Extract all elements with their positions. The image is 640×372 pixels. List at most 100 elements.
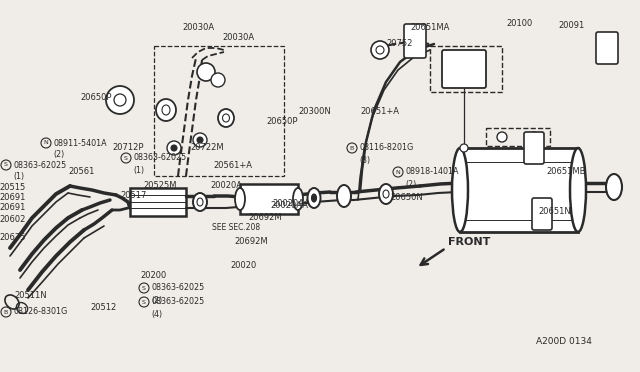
- Circle shape: [530, 138, 538, 146]
- FancyBboxPatch shape: [532, 198, 552, 230]
- Text: 08363-62025: 08363-62025: [151, 283, 204, 292]
- Circle shape: [529, 132, 539, 142]
- Circle shape: [603, 40, 611, 48]
- Text: 20602: 20602: [0, 215, 26, 224]
- Text: (4): (4): [151, 310, 162, 318]
- Circle shape: [211, 73, 225, 87]
- Circle shape: [459, 69, 469, 79]
- Text: 20650N: 20650N: [390, 193, 423, 202]
- Text: SEE SEC.208: SEE SEC.208: [212, 224, 260, 232]
- Text: 20712P: 20712P: [112, 144, 143, 153]
- Circle shape: [411, 44, 419, 52]
- Circle shape: [197, 137, 203, 143]
- Text: 20091: 20091: [558, 22, 584, 31]
- Text: 20515: 20515: [0, 183, 26, 192]
- Circle shape: [193, 133, 207, 147]
- Text: 20692M: 20692M: [248, 214, 282, 222]
- Text: S: S: [4, 163, 8, 167]
- Bar: [460, 148, 578, 232]
- Text: (2): (2): [53, 151, 64, 160]
- Text: 20650P: 20650P: [266, 118, 298, 126]
- Text: 20651N: 20651N: [538, 208, 571, 217]
- Ellipse shape: [307, 188, 321, 208]
- Text: 20561+A: 20561+A: [213, 160, 252, 170]
- Ellipse shape: [570, 148, 586, 232]
- Text: 20517: 20517: [120, 192, 147, 201]
- Text: N: N: [396, 170, 401, 174]
- Ellipse shape: [606, 174, 622, 200]
- Text: B: B: [350, 145, 354, 151]
- Circle shape: [167, 141, 181, 155]
- Text: 20100: 20100: [506, 19, 532, 29]
- Text: 20020AA: 20020AA: [270, 201, 308, 209]
- FancyBboxPatch shape: [596, 32, 618, 64]
- Text: 20561: 20561: [68, 167, 94, 176]
- Text: 20030A: 20030A: [182, 23, 214, 32]
- Ellipse shape: [293, 188, 303, 210]
- Text: 20722M: 20722M: [190, 144, 223, 153]
- Ellipse shape: [235, 188, 245, 210]
- Text: S: S: [142, 285, 146, 291]
- Circle shape: [411, 32, 419, 40]
- Bar: [130, 188, 186, 216]
- Text: B: B: [4, 310, 8, 314]
- Text: N: N: [44, 141, 49, 145]
- Circle shape: [530, 150, 538, 158]
- Text: 20675: 20675: [0, 234, 26, 243]
- Text: 20512: 20512: [90, 304, 116, 312]
- Bar: [240, 184, 298, 214]
- FancyBboxPatch shape: [524, 132, 544, 164]
- Text: 20651+A: 20651+A: [360, 108, 399, 116]
- Text: 20692M: 20692M: [234, 237, 268, 247]
- Text: 20651MA: 20651MA: [410, 23, 449, 32]
- FancyBboxPatch shape: [404, 24, 426, 58]
- Circle shape: [538, 218, 546, 226]
- Circle shape: [460, 144, 468, 152]
- Circle shape: [197, 63, 215, 81]
- Text: (2): (2): [151, 295, 163, 305]
- Text: (3): (3): [359, 155, 370, 164]
- Text: FRONT: FRONT: [448, 237, 490, 247]
- Text: 08363-62025: 08363-62025: [151, 298, 204, 307]
- Text: 08911-5401A: 08911-5401A: [53, 138, 107, 148]
- Text: 08116-8201G: 08116-8201G: [359, 144, 413, 153]
- Bar: [430, 46, 502, 92]
- Text: 08126-8301G: 08126-8301G: [13, 308, 67, 317]
- Text: (2): (2): [405, 180, 416, 189]
- Text: 20020AA: 20020AA: [272, 199, 310, 208]
- Circle shape: [171, 145, 177, 151]
- Text: 20525M: 20525M: [143, 180, 177, 189]
- Text: A200D 0134: A200D 0134: [536, 337, 592, 346]
- Ellipse shape: [218, 109, 234, 127]
- Circle shape: [538, 206, 546, 214]
- Ellipse shape: [5, 295, 19, 309]
- FancyBboxPatch shape: [442, 50, 486, 88]
- Circle shape: [371, 41, 389, 59]
- Ellipse shape: [193, 193, 207, 211]
- Circle shape: [106, 86, 134, 114]
- Circle shape: [497, 132, 507, 142]
- Text: 20020: 20020: [230, 260, 256, 269]
- Text: 08363-62025: 08363-62025: [133, 154, 186, 163]
- Bar: [486, 128, 550, 146]
- Text: S: S: [142, 299, 146, 305]
- Ellipse shape: [379, 184, 393, 204]
- Text: 20650P: 20650P: [81, 93, 112, 103]
- Text: (1): (1): [133, 166, 144, 174]
- Ellipse shape: [337, 185, 351, 207]
- Text: 20752: 20752: [386, 39, 412, 48]
- Text: 08918-1401A: 08918-1401A: [405, 167, 458, 176]
- Text: 20651MB: 20651MB: [546, 167, 586, 176]
- Text: S: S: [124, 155, 128, 160]
- Circle shape: [460, 58, 468, 66]
- Text: 08363-62025: 08363-62025: [13, 160, 67, 170]
- Ellipse shape: [156, 99, 176, 121]
- Text: 20300N: 20300N: [298, 108, 331, 116]
- Ellipse shape: [312, 194, 317, 202]
- Text: 20691: 20691: [0, 193, 26, 202]
- Circle shape: [603, 50, 611, 58]
- Text: 20511N: 20511N: [14, 292, 47, 301]
- Bar: [154, 46, 284, 176]
- Text: 20691: 20691: [0, 203, 26, 212]
- Text: (1): (1): [13, 173, 24, 182]
